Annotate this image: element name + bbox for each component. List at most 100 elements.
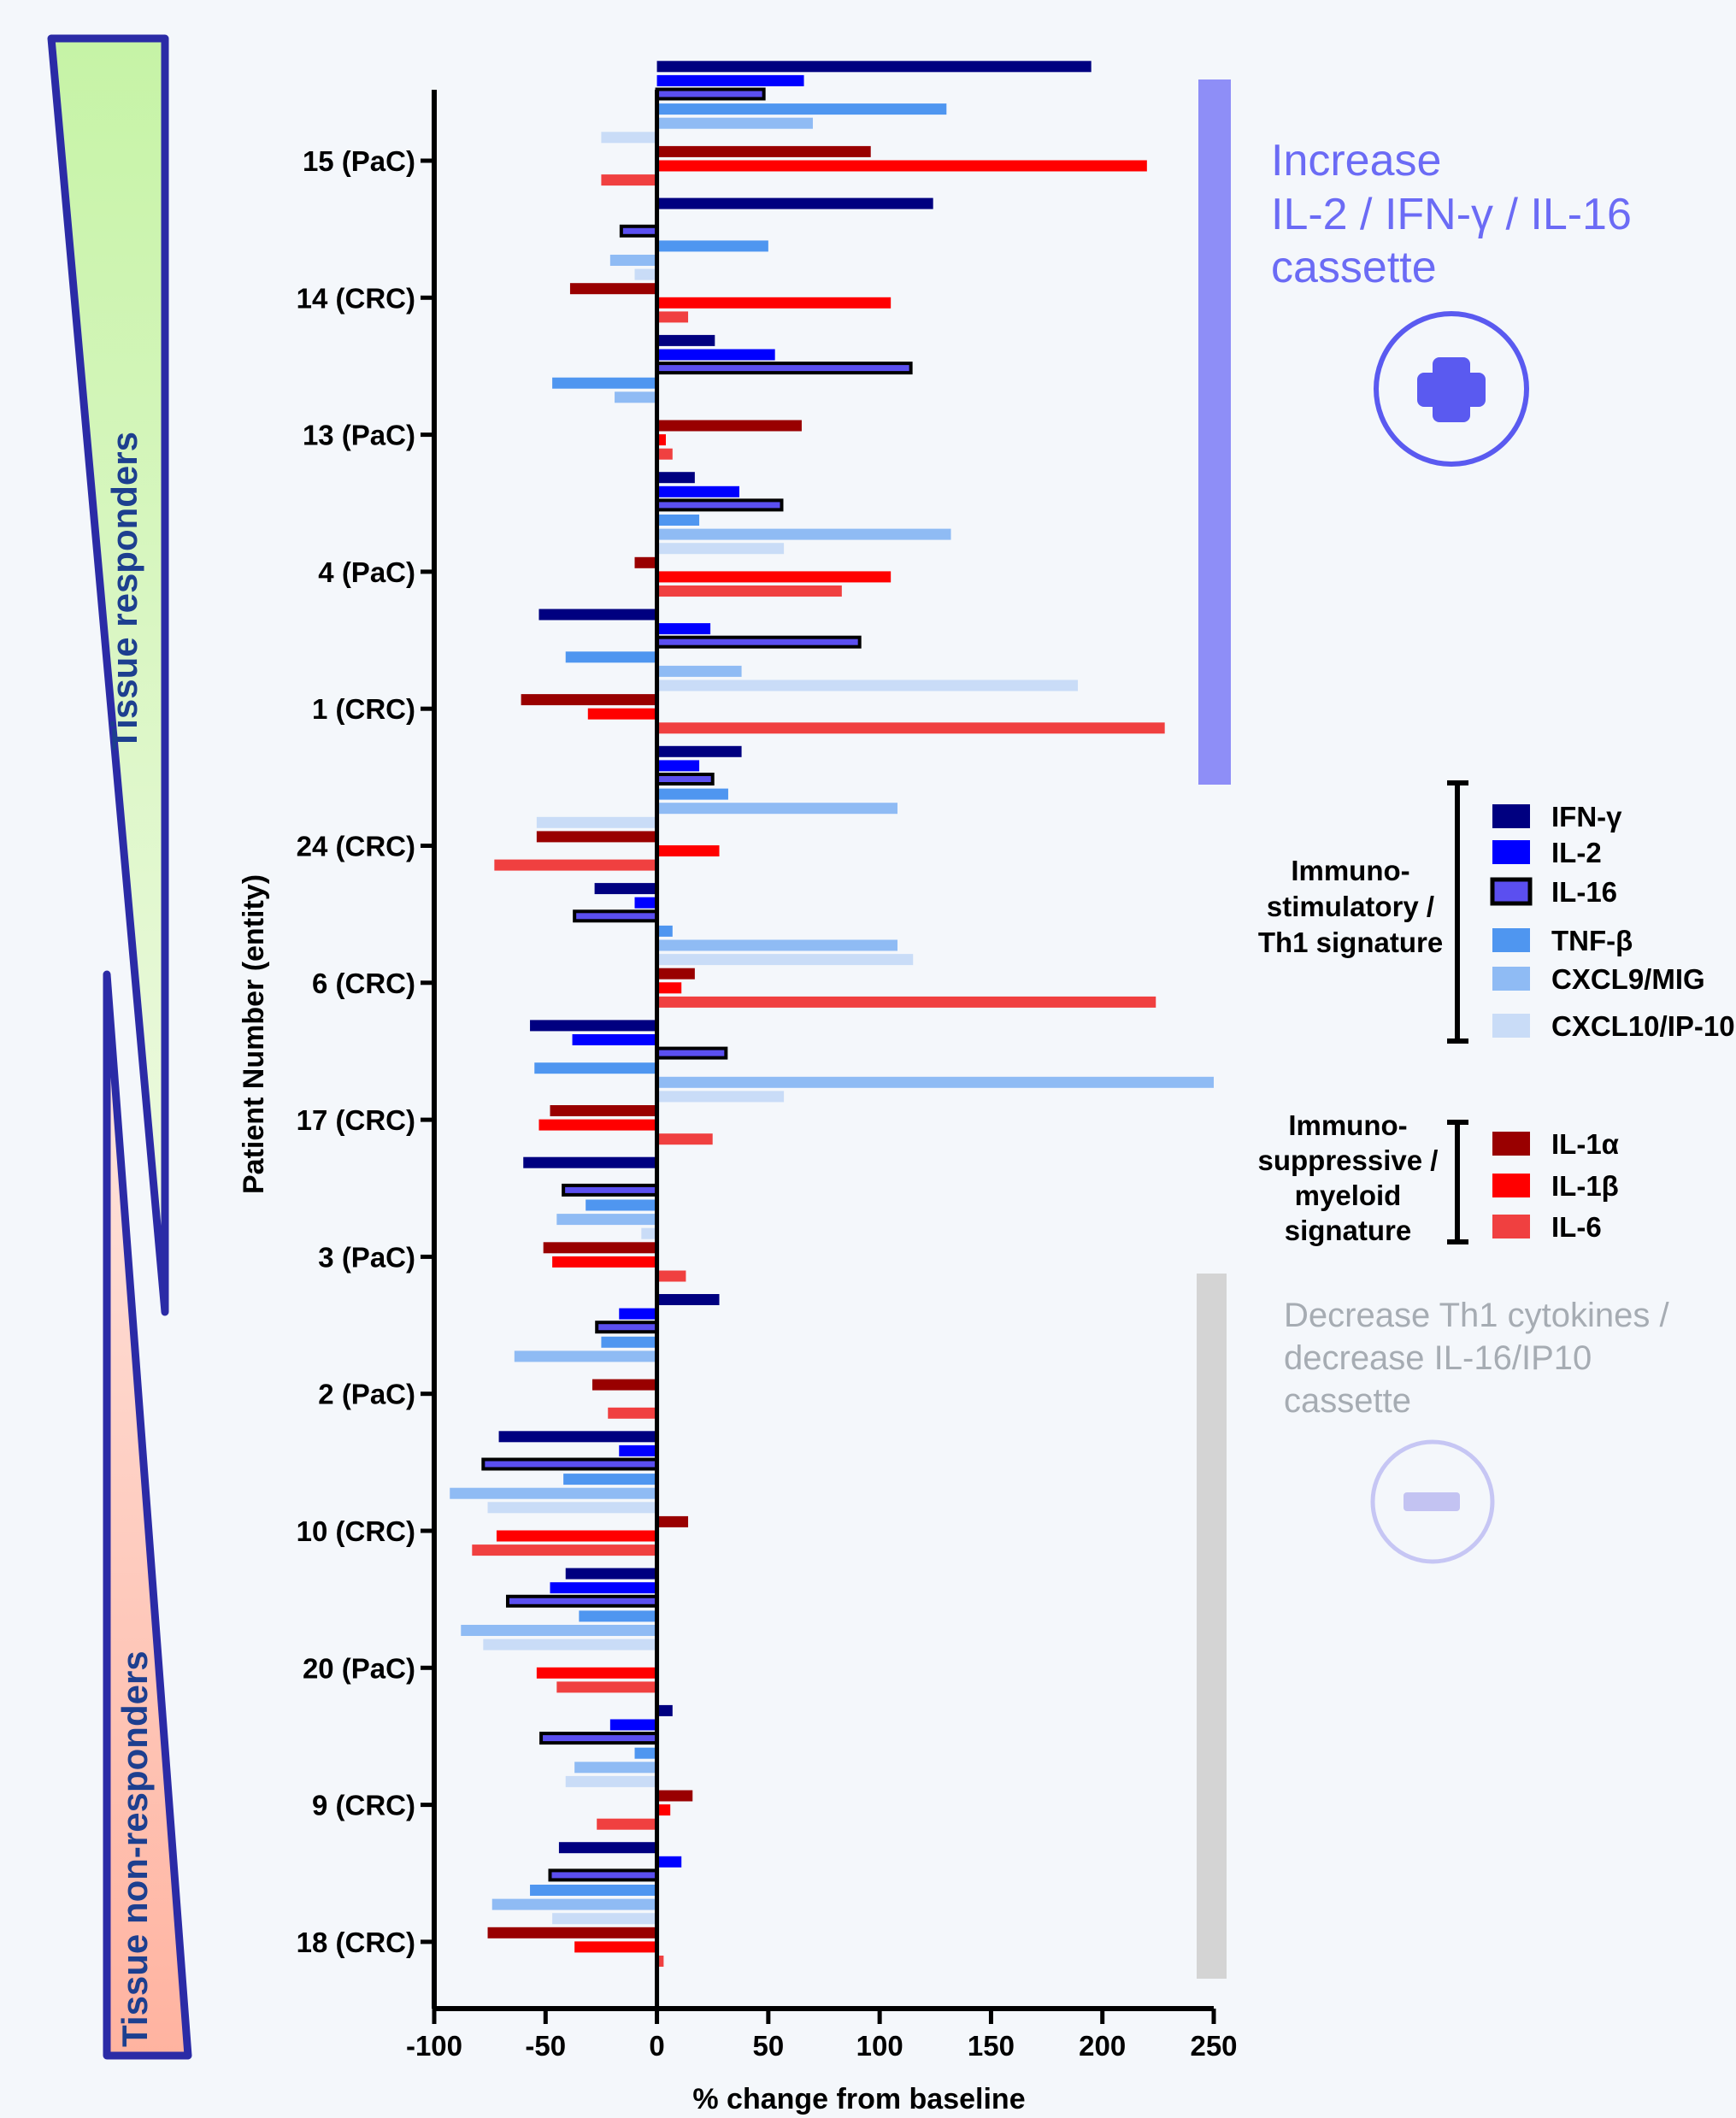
bar-il-1--8 [543,1242,657,1254]
minus-circle-icon [1370,1439,1495,1564]
legend-group1-label-line1: Immuno- [1291,855,1409,886]
bar-cxcl9-mig-6 [656,939,897,951]
bar-ifn--8 [523,1156,657,1168]
y-tick-label-10: 10 (CRC) [297,1515,415,1547]
bar-cxcl9-mig-12 [574,1762,657,1774]
bar-il-1--6 [656,968,695,980]
bar-il-6-11 [556,1681,657,1693]
bar-il-6-6 [656,996,1156,1008]
bar-il-16-13 [548,1868,659,1882]
bar-cxcl10-ip-10-13 [552,1913,657,1925]
legend-swatch-6 [1492,1132,1530,1156]
bar-il-16-11 [505,1594,659,1608]
bar-il-2-9 [619,1308,657,1320]
bar-il-2-5 [656,760,700,772]
bar-il-16-5 [655,773,715,785]
bar-il-16-6 [573,909,659,923]
bar-tnf--3 [656,515,700,526]
legend-swatch-1 [1492,840,1530,864]
bar-il-1--13 [487,1927,657,1939]
bar-il-1--0 [656,145,871,157]
bar-ifn--11 [565,1568,657,1580]
legend: Immuno- stimulatory / Th1 signature Immu… [1258,780,1735,1246]
bar-cxcl10-ip-10-10 [487,1502,657,1514]
y-tick-label-11: 20 (PaC) [303,1652,415,1684]
legend-label-7: IL-1β [1551,1170,1619,1202]
y-tick-label-3: 4 (PaC) [318,556,415,588]
legend-label-8: IL-6 [1551,1211,1602,1243]
bar-il-1--4 [521,694,657,706]
bar-il-6-4 [656,722,1165,734]
bar-tnf--5 [656,788,728,800]
bar-ifn--0 [656,61,1092,73]
bar-il-1--11 [536,1667,657,1679]
legend-group2-label-line1: Immuno- [1288,1109,1407,1141]
bar-il-16-9 [595,1321,659,1334]
legend-label-1: IL-2 [1551,837,1602,868]
bar-il-16-4 [655,635,862,649]
bar-cxcl9-mig-9 [514,1350,657,1362]
bar-cxcl10-ip-10-12 [565,1775,657,1787]
bar-cxcl9-mig-11 [461,1625,657,1636]
x-tick-label-6: 200 [1079,2030,1126,2062]
bar-il-6-7 [656,1133,713,1145]
bar-il-16-0 [655,87,766,101]
bar-il-1--7 [550,1105,657,1116]
increase-title-line3: cassette [1271,243,1437,292]
x-tick-label-1: -50 [525,2030,566,2062]
legend-label-0: IFN-γ [1551,801,1622,832]
bar-cxcl9-mig-2 [615,391,657,403]
legend-label-4: CXCL9/MIG [1551,963,1705,995]
decrease-title-line3: cassette [1284,1382,1411,1420]
bar-tnf--4 [565,651,657,663]
plot-area: 15 (PaC) 14 (CRC) 13 (PaC) 4 (PaC) 1 (CRC) 24… [297,61,1238,2062]
legend-swatch-2 [1490,877,1533,906]
bar-tnf--10 [563,1474,657,1486]
bar-il-6-0 [601,174,657,186]
bar-il-2-12 [609,1719,657,1731]
bar-ifn--7 [530,1020,657,1032]
increase-annotation: Increase IL-2 / IFN-γ / IL-16 cassette [1271,136,1632,467]
legend-group1-label-line2: stimulatory / [1267,891,1434,922]
y-tick-label-8: 3 (PaC) [318,1241,415,1273]
bar-il-1--2 [656,434,666,446]
legend-label-3: TNF-β [1551,925,1633,956]
bar-cxcl9-mig-10 [450,1487,657,1499]
y-axis-title: Patient Number (entity) [238,874,270,1194]
bar-il-2-10 [619,1444,657,1456]
legend-swatch-4 [1492,967,1530,991]
bar-il-1--9 [592,1379,657,1391]
bar-cxcl9-mig-8 [556,1214,657,1226]
bar-tnf--11 [579,1610,657,1622]
legend-group2-label-line4: signature [1285,1215,1412,1246]
bar-cxcl9-mig-3 [656,528,951,540]
bar-il-16-8 [562,1183,659,1197]
bar-il-6-1 [656,311,689,323]
bar-il-2-2 [656,349,775,361]
bar-cxcl10-ip-10-8 [641,1227,657,1239]
bar-il-1--1 [656,297,892,309]
x-tick-label-5: 150 [968,2030,1015,2062]
bar-il-1--10 [496,1530,657,1542]
bar-il-6-10 [472,1544,657,1556]
plus-circle-icon [1374,311,1529,467]
legend-swatch-5 [1492,1014,1530,1038]
bar-cxcl10-ip-10-3 [656,543,785,555]
bar-ifn--3 [656,472,695,484]
bar-tnf--0 [656,103,947,115]
legend-label-5: CXCL10/IP-10 [1551,1010,1735,1042]
increase-title-line1: Increase [1271,136,1441,185]
bar-il-1--5 [536,831,657,843]
bar-il-6-9 [608,1407,657,1419]
bar-ifn--5 [656,745,742,757]
x-axis-title: % change from baseline [692,2083,1025,2115]
legend-swatch-3 [1492,928,1530,952]
y-tick-label-5: 24 (CRC) [297,831,415,862]
bar-tnf--13 [530,1885,657,1896]
bar-il-6-13 [656,1956,664,1967]
y-tick-label-13: 18 (CRC) [297,1927,415,1958]
bar-cxcl10-ip-10-11 [483,1639,657,1650]
y-tick-label-0: 15 (PaC) [303,145,415,177]
bar-cxcl10-ip-10-1 [634,268,657,280]
